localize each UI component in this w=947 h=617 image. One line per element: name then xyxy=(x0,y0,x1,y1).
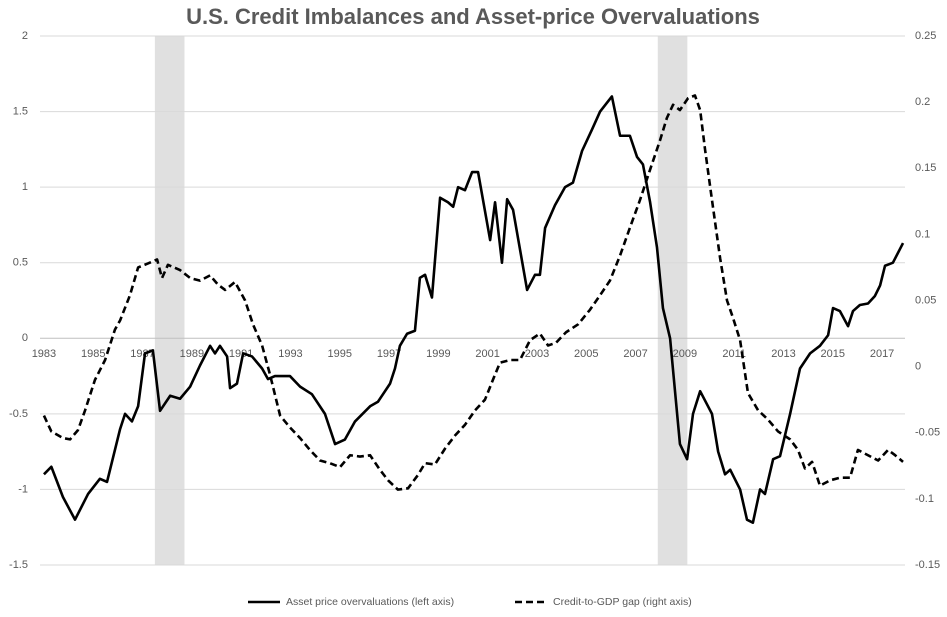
y2-tick-label: 0 xyxy=(915,361,921,373)
y-tick-label: -0.5 xyxy=(9,408,28,420)
x-tick-label: 2003 xyxy=(525,348,549,360)
shaded-periods xyxy=(154,36,688,565)
x-tick-label: 1997 xyxy=(377,348,401,360)
x-tick-label: 2015 xyxy=(821,348,845,360)
y-tick-label: -1.5 xyxy=(9,559,28,571)
y-tick-label: 1.5 xyxy=(13,105,28,117)
y2-tick-label: 0.05 xyxy=(915,294,936,306)
y-tick-label: 2 xyxy=(22,30,28,42)
y2-tick-label: -0.05 xyxy=(915,427,940,439)
x-tick-label: 1985 xyxy=(81,348,105,360)
legend-label: Credit-to-GDP gap (right axis) xyxy=(553,596,692,608)
x-tick-label: 2011 xyxy=(722,348,746,360)
x-tick-label: 2013 xyxy=(771,348,795,360)
y2-tick-label: -0.15 xyxy=(915,559,940,571)
series-line xyxy=(42,94,904,491)
series-line xyxy=(43,95,905,524)
y2-tick-label: 0.2 xyxy=(915,96,930,108)
legend: Asset price overvaluations (left axis) Cr… xyxy=(248,596,692,608)
x-tick-label: 2017 xyxy=(870,348,894,360)
y2-tick-label: 0.15 xyxy=(915,162,936,174)
x-tick-label: 2001 xyxy=(475,348,499,360)
shaded-period xyxy=(154,36,185,565)
chart-title: U.S. Credit Imbalances and Asset-price O… xyxy=(186,4,760,29)
y-tick-label: 0.5 xyxy=(13,257,28,269)
x-tick-label: 1995 xyxy=(328,348,352,360)
x-tick-label: 1999 xyxy=(426,348,450,360)
x-tick-label: 1983 xyxy=(32,348,56,360)
y2-tick-label: 0.25 xyxy=(915,30,936,42)
y-tick-label: 1 xyxy=(22,181,28,193)
x-tick-label: 1991 xyxy=(229,348,253,360)
x-tick-label: 1993 xyxy=(278,348,302,360)
y-tick-label: 0 xyxy=(22,332,28,344)
y2-tick-label: -0.1 xyxy=(915,493,934,505)
x-tick-label: 2009 xyxy=(673,348,697,360)
x-tick-label: 2005 xyxy=(574,348,598,360)
x-tick-label: 1989 xyxy=(180,348,204,360)
y-tick-label: -1 xyxy=(18,483,28,495)
y2-tick-label: 0.1 xyxy=(915,228,930,240)
x-tick-label: 2007 xyxy=(623,348,647,360)
legend-label: Asset price overvaluations (left axis) xyxy=(286,596,454,608)
